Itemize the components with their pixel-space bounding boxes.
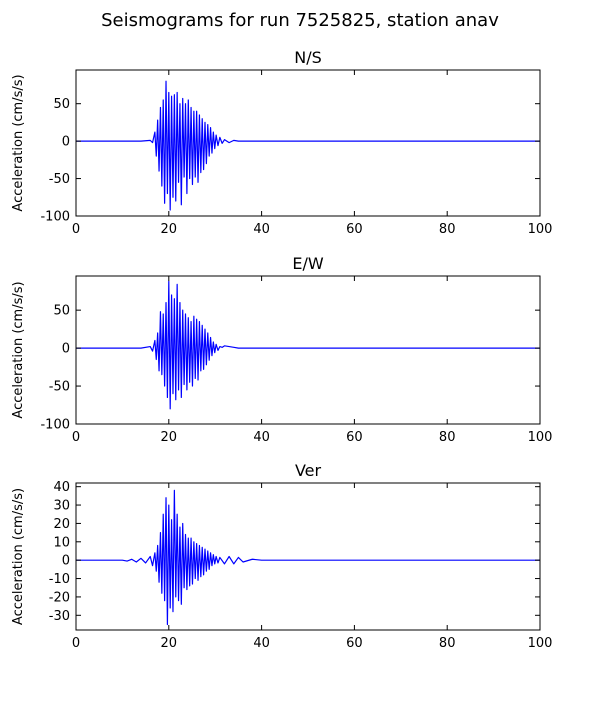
x-tick-label: 60 xyxy=(346,222,363,237)
y-tick-label: -100 xyxy=(40,210,70,225)
y-tick-label: 50 xyxy=(53,304,70,319)
series-line xyxy=(76,280,540,410)
plot-frame xyxy=(75,275,541,425)
x-tick-label: 0 xyxy=(72,430,80,445)
x-tick-label: 40 xyxy=(253,430,270,445)
x-tick-label: 20 xyxy=(161,222,178,237)
series-line xyxy=(76,489,540,626)
y-tick-label: 0 xyxy=(62,554,70,569)
subplot-title: N/S xyxy=(294,48,322,67)
x-tick-label: 0 xyxy=(72,636,80,651)
subplot-title: Ver xyxy=(295,461,322,480)
subplot-0: N/S Acceleration (cm/s/s) 0 20 40 60 80 100 -100… xyxy=(11,48,552,237)
x-tick-label: 80 xyxy=(439,636,456,651)
plot-frame xyxy=(75,482,541,631)
y-axis-label: Acceleration (cm/s/s) xyxy=(11,488,26,625)
y-tick-label: 30 xyxy=(53,499,70,514)
y-tick-label: -100 xyxy=(40,418,70,433)
x-tick-label: 80 xyxy=(439,430,456,445)
x-tick-label: 100 xyxy=(528,222,553,237)
y-tick-label: 10 xyxy=(53,535,70,550)
x-tick-label: 0 xyxy=(72,222,80,237)
subplot-1: E/W Acceleration (cm/s/s) 0 20 40 60 80 100 -100… xyxy=(11,254,552,445)
y-tick-label: 20 xyxy=(53,517,70,532)
y-tick-label: 0 xyxy=(62,135,70,150)
x-tick-label: 100 xyxy=(528,636,553,651)
y-tick-label: 0 xyxy=(62,342,70,357)
figure-title: Seismograms for run 7525825, station ana… xyxy=(101,10,499,31)
y-tick-label: -30 xyxy=(49,609,70,624)
x-tick-label: 100 xyxy=(528,430,553,445)
y-tick-label: -10 xyxy=(49,572,70,587)
y-axis-label: Acceleration (cm/s/s) xyxy=(11,74,26,211)
y-tick-label: -50 xyxy=(49,380,70,395)
plot-frame xyxy=(75,69,541,217)
x-tick-label: 20 xyxy=(161,430,178,445)
subplot-title: E/W xyxy=(292,254,324,273)
x-tick-label: 40 xyxy=(253,636,270,651)
y-tick-label: 50 xyxy=(53,97,70,112)
x-tick-label: 60 xyxy=(346,636,363,651)
x-tick-label: 80 xyxy=(439,222,456,237)
y-tick-label: -20 xyxy=(49,590,70,605)
y-tick-label: 40 xyxy=(53,480,70,495)
series-line xyxy=(76,80,540,211)
y-axis-label: Acceleration (cm/s/s) xyxy=(11,281,26,418)
y-tick-label: -50 xyxy=(49,172,70,187)
x-tick-label: 20 xyxy=(161,636,178,651)
x-tick-label: 60 xyxy=(346,430,363,445)
x-tick-label: 40 xyxy=(253,222,270,237)
